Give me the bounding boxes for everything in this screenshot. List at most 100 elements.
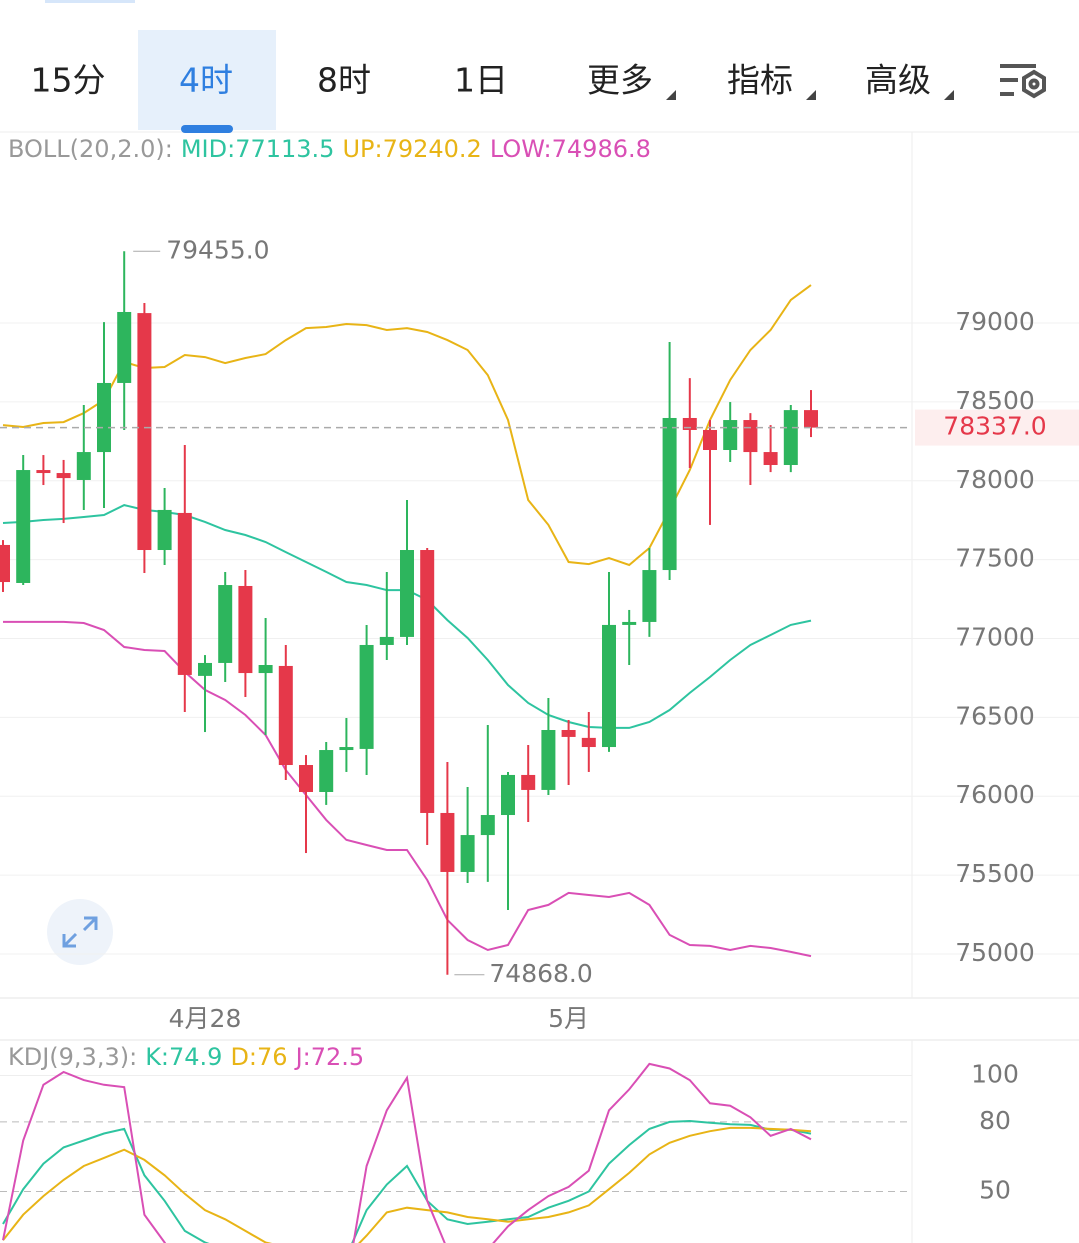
scroll-indicator bbox=[45, 0, 135, 3]
tab-label: 指标 bbox=[727, 61, 793, 100]
icon-hex bbox=[1022, 69, 1046, 99]
indicator-value: 79240.2 bbox=[383, 135, 482, 163]
tab-label: 更多 bbox=[587, 61, 653, 100]
y-tick-label: 50 bbox=[979, 1175, 1011, 1204]
kdj-line bbox=[2, 1062, 812, 1243]
candle-body bbox=[763, 452, 778, 465]
y-tick-label: 78000 bbox=[955, 465, 1035, 494]
tab[interactable]: 15分 bbox=[31, 61, 106, 100]
indicator-header: KDJ(9,3,3): K:74.9 D:76 J:72.5 bbox=[8, 1043, 364, 1071]
candle-body bbox=[339, 747, 354, 751]
indicator-key: J: bbox=[294, 1043, 311, 1071]
candle-body bbox=[278, 665, 293, 766]
candle-body bbox=[177, 512, 192, 675]
tab[interactable]: 高级 bbox=[865, 61, 954, 101]
expand-arrow bbox=[62, 932, 78, 948]
tab-label: 高级 bbox=[865, 61, 931, 100]
tab[interactable]: 8时 bbox=[317, 61, 371, 100]
kdj-line bbox=[2, 1119, 812, 1243]
candle-body bbox=[622, 621, 637, 625]
tab-label: 1日 bbox=[454, 61, 508, 100]
candle-body bbox=[581, 737, 596, 748]
indicator-name: BOLL(20,2.0): bbox=[8, 135, 173, 163]
indicator-header: BOLL(20,2.0): MID:77113.5 UP:79240.2 LOW:74… bbox=[8, 135, 651, 163]
x-tick-label: 5月 bbox=[548, 1004, 589, 1033]
tab-label: 15分 bbox=[31, 61, 106, 100]
y-tick-label: 77000 bbox=[955, 623, 1035, 652]
dropdown-arrow bbox=[944, 90, 954, 100]
indicator-key: D: bbox=[230, 1043, 257, 1071]
indicator-value: 74.9 bbox=[169, 1043, 222, 1071]
dropdown-arrow bbox=[806, 90, 816, 100]
indicator-key: LOW: bbox=[490, 135, 552, 163]
candle-body bbox=[157, 509, 172, 551]
candle-body bbox=[642, 570, 657, 622]
y-tick-label: 76000 bbox=[955, 780, 1035, 809]
indicator-key: UP: bbox=[342, 135, 382, 163]
candle-body bbox=[379, 636, 394, 645]
plot bbox=[0, 251, 818, 975]
expand-arrow bbox=[82, 916, 98, 932]
icon-dot bbox=[1028, 78, 1040, 90]
tab[interactable]: 更多 bbox=[587, 61, 676, 101]
expand-bg bbox=[47, 899, 113, 965]
settings-icon[interactable] bbox=[1000, 64, 1046, 99]
indicator-value: 76 bbox=[257, 1043, 288, 1071]
candle-body bbox=[804, 410, 818, 428]
dropdown-arrow bbox=[666, 90, 676, 100]
candle-body bbox=[501, 774, 515, 816]
y-tick-label: 76500 bbox=[955, 701, 1035, 730]
last-price-label: 78337.0 bbox=[943, 412, 1046, 441]
candle-body bbox=[662, 417, 677, 571]
x-tick-label: 4月28 bbox=[169, 1004, 242, 1033]
candle-body bbox=[359, 644, 374, 749]
candle-body bbox=[703, 429, 717, 451]
max-label: 79455.0 bbox=[166, 235, 269, 264]
candle-body bbox=[521, 774, 536, 790]
y-tick-label: 75000 bbox=[955, 938, 1035, 967]
candle-body bbox=[743, 420, 758, 453]
tab-active-bg bbox=[138, 30, 276, 130]
tab[interactable]: 4时 bbox=[138, 30, 276, 133]
candle-body bbox=[460, 835, 475, 872]
y-tick-label: 75500 bbox=[955, 859, 1035, 888]
candle-body bbox=[561, 729, 576, 737]
y-tick-label: 100 bbox=[971, 1059, 1019, 1088]
candle-body bbox=[783, 410, 798, 465]
tab[interactable]: 1日 bbox=[454, 61, 508, 100]
candle-body bbox=[420, 550, 435, 813]
candle-body bbox=[16, 470, 31, 583]
indicator-value: 72.5 bbox=[311, 1043, 364, 1071]
candle-body bbox=[440, 812, 455, 872]
y-tick-label: 77500 bbox=[955, 544, 1035, 573]
candle-body bbox=[117, 311, 132, 383]
plot bbox=[2, 1062, 812, 1243]
indicator-key: MID: bbox=[181, 135, 235, 163]
candle-body bbox=[0, 544, 10, 583]
indicator-key: K: bbox=[145, 1043, 169, 1071]
tab-label: 4时 bbox=[179, 61, 233, 100]
candle-body bbox=[299, 765, 313, 792]
candle-body bbox=[602, 624, 616, 748]
candle-body bbox=[258, 665, 273, 674]
candle-body bbox=[723, 420, 738, 451]
candle-body bbox=[400, 550, 414, 637]
indicator-value: 77113.5 bbox=[235, 135, 334, 163]
candle-body bbox=[218, 585, 233, 663]
indicator-value: 74986.8 bbox=[552, 135, 651, 163]
y-tick-label: 80 bbox=[979, 1106, 1011, 1135]
tab-underline bbox=[181, 125, 233, 133]
tab[interactable]: 指标 bbox=[727, 61, 816, 101]
candle-body bbox=[198, 662, 212, 676]
boll-line bbox=[3, 620, 812, 958]
candle-body bbox=[319, 750, 334, 792]
candle-body bbox=[56, 473, 71, 479]
candle-body bbox=[76, 452, 91, 480]
expand-button[interactable] bbox=[47, 899, 113, 965]
candle-body bbox=[480, 815, 495, 836]
candle-body bbox=[137, 313, 152, 551]
candle-body bbox=[97, 382, 111, 453]
candle-body bbox=[36, 470, 51, 474]
y-tick-label: 79000 bbox=[955, 307, 1035, 336]
